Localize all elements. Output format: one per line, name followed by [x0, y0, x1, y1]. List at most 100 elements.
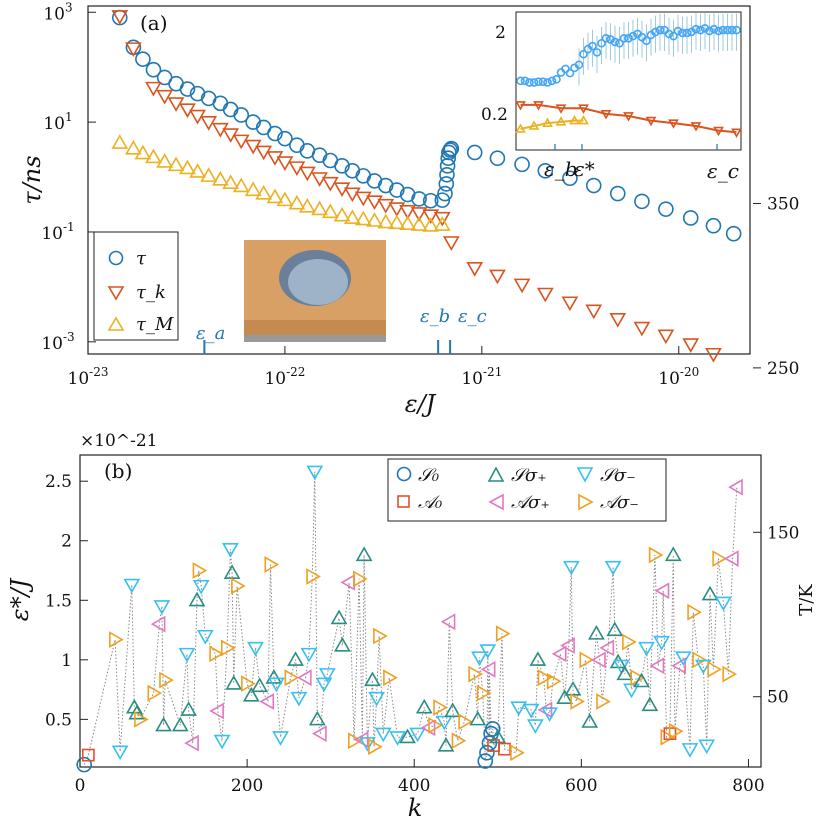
- panel-b-connecting-lines: [83, 471, 738, 765]
- inset-marker-tau-20: [606, 35, 615, 44]
- legend-tau-marker: [108, 250, 124, 266]
- marker-Sp-138: [701, 585, 719, 601]
- marker-Sp-73: [444, 702, 462, 718]
- marker-tau-44: [609, 185, 626, 202]
- ytick-label-b-4: 2.5: [45, 472, 72, 492]
- marker-tau-27: [411, 191, 427, 207]
- marker-tauk-29: [442, 236, 460, 251]
- marker-taum-5: [167, 156, 185, 172]
- marker-tau-32: [439, 166, 455, 183]
- marker-tauk-3: [156, 89, 174, 105]
- marker-tau-29: [434, 192, 451, 208]
- ytick-label-b-2: 1.5: [45, 591, 72, 611]
- marker-Am-92: [510, 744, 525, 762]
- marker-tau-24: [377, 177, 394, 194]
- marker-tau-42: [562, 170, 578, 187]
- marker-Sm-20: [196, 629, 214, 645]
- marker-taum-27: [410, 216, 428, 231]
- inset-marker-tau-28: [642, 36, 651, 45]
- inset-ytick-0.2: 0.2: [481, 105, 508, 125]
- marker-Sp-71: [437, 736, 455, 752]
- inset-marker-tau-13: [574, 60, 584, 70]
- panel-a: 10-23 10-22 10-21 10-20 10-3 10-1 101 103 (a) τ…: [18, 0, 751, 418]
- marker-Sp-49: [330, 609, 348, 625]
- inset-marker-tau-42: [705, 26, 714, 36]
- marker-S0-0: [76, 756, 92, 773]
- marker-tau-2: [135, 51, 151, 67]
- marker-tau-10: [222, 101, 239, 118]
- marker-tauk-2: [145, 81, 162, 97]
- inset-marker-tau-40: [696, 25, 705, 35]
- marker-Am-135: [692, 651, 707, 669]
- membrane-hole-floor: [288, 259, 348, 305]
- marker-tau-6: [179, 81, 196, 97]
- marker-Sm-23: [213, 734, 231, 750]
- inset-marker-tau-43: [709, 24, 719, 34]
- marker-Sm-47: [315, 677, 333, 693]
- marker-A0-90: [498, 742, 511, 756]
- marker-tau-28: [422, 192, 439, 209]
- marker-Am-68: [428, 716, 443, 734]
- marker-Am-38: [284, 669, 300, 687]
- marker-Sm-125: [653, 635, 670, 651]
- inset-marker-tau-5: [538, 77, 548, 86]
- marker-tau-16: [289, 137, 305, 153]
- marker-tauk-25: [399, 205, 417, 220]
- marker-tau-25: [389, 182, 405, 198]
- legend-Asm-marker: [578, 493, 594, 511]
- panel-a-marks: [111, 9, 742, 363]
- panel-a-xlabel: ε/J: [405, 390, 437, 418]
- marker-Sm-85: [479, 644, 497, 659]
- marker-tau-11: [233, 107, 250, 123]
- marker-Am-21: [209, 645, 224, 663]
- marker-Sp-77: [469, 710, 487, 726]
- xtick-label-a-3: 10-20: [658, 365, 699, 389]
- marker-taum-26: [399, 215, 417, 230]
- marker-Sm-103: [562, 560, 580, 576]
- inset-marker-tau-25: [628, 31, 638, 41]
- marker-taum-9: [211, 170, 229, 186]
- marker-Am-105: [570, 693, 585, 710]
- marker-tauk-8: [211, 122, 229, 138]
- xtick-label-a-0: 10-23: [68, 365, 109, 389]
- legend-tauk-label: τ_k: [136, 282, 166, 303]
- marker-Am-43: [306, 568, 321, 585]
- marker-Sm-112: [604, 560, 622, 576]
- marker-Ap-33: [259, 693, 275, 710]
- marker-tauk-26: [410, 207, 428, 222]
- marker-tau-40: [514, 156, 530, 173]
- marker-tauk-19: [333, 182, 351, 198]
- marker-Sm-93: [522, 703, 540, 719]
- marker-Sp-17: [188, 591, 206, 607]
- panel-a-ylabel: τ/ns: [18, 155, 46, 204]
- inset-line-2: [520, 119, 584, 130]
- marker-taum-16: [288, 194, 306, 210]
- marker-Sp-116: [616, 665, 634, 681]
- legend-Asp-label: 𝒜σ₊: [511, 492, 550, 513]
- marker-tauk-13: [266, 151, 284, 166]
- marker-taum-24: [377, 213, 395, 229]
- marker-Sp-32: [251, 677, 269, 693]
- marker-Am-62: [383, 669, 398, 687]
- marker-Sp-64: [399, 728, 416, 744]
- marker-Sp-50: [333, 636, 351, 652]
- marker-Sm-94: [527, 719, 544, 734]
- marker-taum-6: [179, 159, 196, 175]
- marker-taum-10: [222, 174, 240, 190]
- legend-S0-label: 𝒮₀: [418, 465, 439, 486]
- marker-Am-2: [109, 631, 124, 648]
- panel-b-ylabel: ε*/J: [6, 577, 34, 621]
- marker-Sp-11: [155, 716, 172, 732]
- marker-taum-23: [366, 212, 383, 227]
- marker-Am-134: [687, 603, 702, 621]
- marker-Ap-9: [150, 615, 166, 633]
- panel-a-legend: τ τ_k τ_M: [93, 231, 179, 341]
- marker-Ap-46: [312, 725, 327, 743]
- inset-marks: [515, 13, 742, 138]
- marker-tauk-0: [111, 10, 129, 25]
- marker-Am-139: [707, 660, 722, 678]
- marker-Am-74: [451, 732, 467, 750]
- inset-ytick-2: 2: [495, 23, 506, 43]
- marker-Am-96: [537, 669, 553, 687]
- inset-xtick-estar: ε*: [574, 157, 595, 181]
